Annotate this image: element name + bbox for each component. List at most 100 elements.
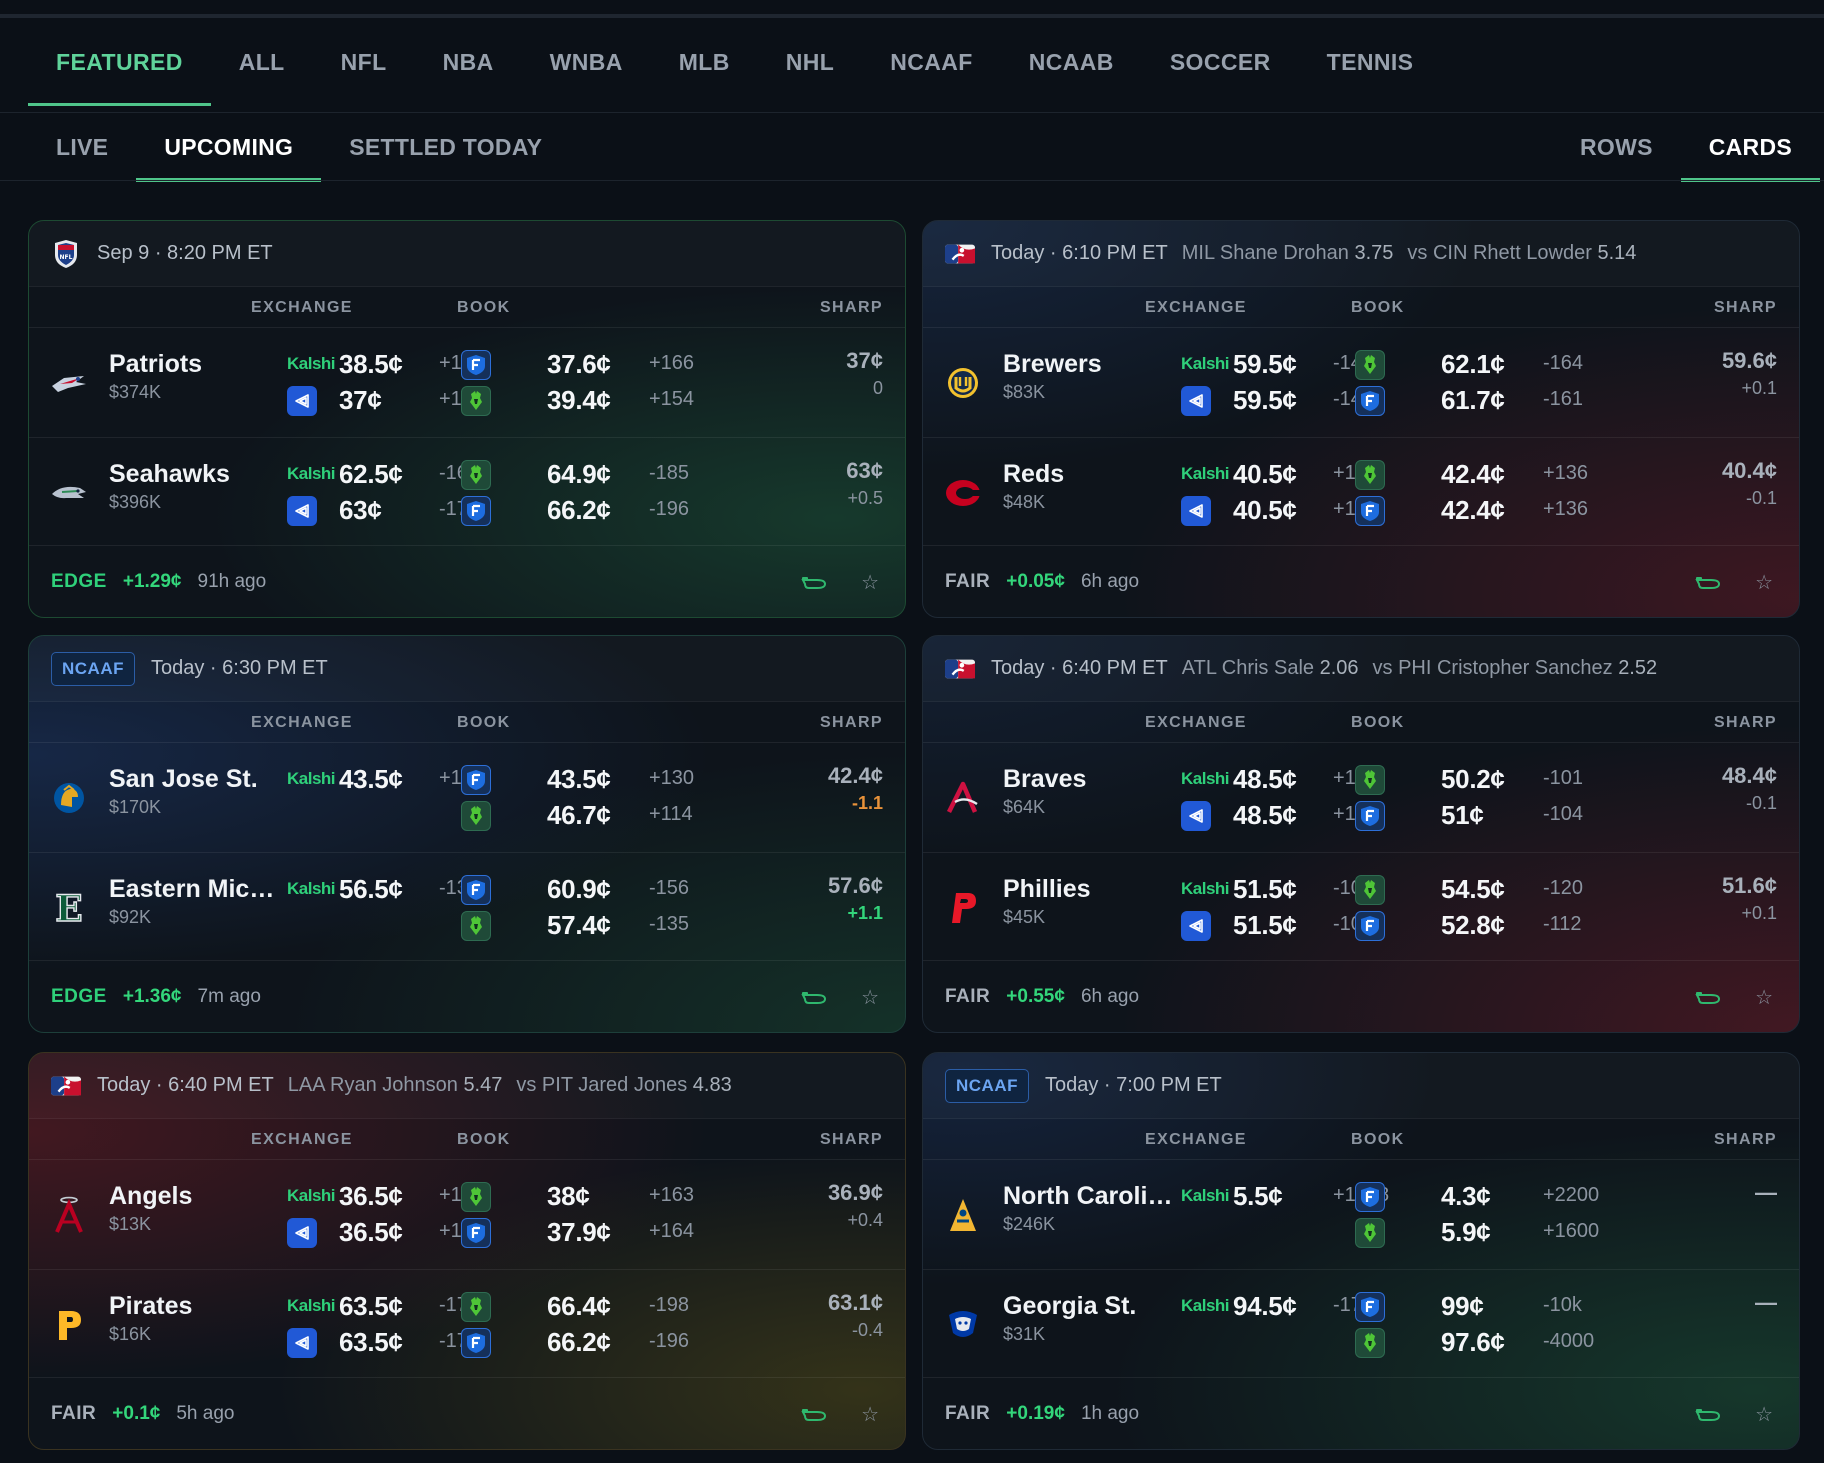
game-card: NFL Sep 9 · 8:20 PM ET EXCHANGE BOOK SHARP Pa…: [28, 220, 906, 618]
star-icon[interactable]: ☆: [861, 571, 879, 594]
book-price[interactable]: 38¢: [547, 1181, 590, 1211]
book-price[interactable]: 42.4¢: [1441, 459, 1505, 489]
kalshi-logo: Kalshi: [1181, 769, 1230, 788]
tab-ncaaf[interactable]: NCAAF: [890, 48, 973, 75]
book-price[interactable]: 39.4¢: [547, 385, 611, 415]
star-icon[interactable]: ☆: [861, 986, 879, 1009]
book-price[interactable]: 64.9¢: [547, 459, 611, 489]
exchange-price[interactable]: 37¢: [339, 385, 382, 415]
kalshi-logo: Kalshi: [1181, 464, 1230, 483]
tab-upcoming[interactable]: UPCOMING: [136, 113, 322, 182]
exchange-price[interactable]: 43.5¢: [339, 764, 403, 794]
exchange-price[interactable]: 51.5¢: [1233, 874, 1297, 904]
tab-soccer[interactable]: SOCCER: [1169, 48, 1271, 75]
book-price[interactable]: 43.5¢: [547, 764, 611, 794]
san-jose-st-logo-icon: [49, 778, 89, 818]
book-odds: -164: [1543, 352, 1584, 374]
whistle-icon[interactable]: [1695, 574, 1721, 590]
book-price[interactable]: 66.4¢: [547, 1291, 611, 1321]
exchange-price[interactable]: 94.5¢: [1233, 1291, 1297, 1321]
book-price[interactable]: 54.5¢: [1441, 874, 1505, 904]
exchange-price[interactable]: 48.5¢: [1233, 800, 1297, 830]
tab-cards[interactable]: CARDS: [1680, 113, 1821, 182]
book-price[interactable]: 46.7¢: [547, 800, 611, 830]
book-price[interactable]: 66.2¢: [547, 1327, 611, 1357]
exchange-price[interactable]: 40.5¢: [1233, 495, 1297, 525]
tab-wnba[interactable]: WNBA: [549, 48, 623, 75]
team-name: San Jose St.: [109, 765, 258, 793]
book-price[interactable]: 52.8¢: [1441, 910, 1505, 940]
whistle-icon[interactable]: [801, 574, 827, 590]
braves-logo-icon: [943, 778, 983, 818]
team-row[interactable]: Brewers $83K Kalshi 59.5¢ -147 59.5¢ -147 62.1¢…: [923, 327, 1799, 437]
exchange-price[interactable]: 40.5¢: [1233, 459, 1297, 489]
whistle-icon[interactable]: [1695, 989, 1721, 1005]
team-row[interactable]: Phillies $45K Kalshi 51.5¢ -106 51.5¢ -106 54.5…: [923, 852, 1799, 962]
book-price[interactable]: 4.3¢: [1441, 1181, 1491, 1211]
tab-mlb[interactable]: MLB: [678, 48, 730, 75]
exchange-price[interactable]: 48.5¢: [1233, 764, 1297, 794]
tab-nhl[interactable]: NHL: [785, 48, 835, 75]
tab-tennis[interactable]: TENNIS: [1326, 48, 1414, 75]
exchange-price[interactable]: 63¢: [339, 495, 382, 525]
book-price[interactable]: 5.9¢: [1441, 1217, 1491, 1247]
tab-rows[interactable]: ROWS: [1579, 133, 1653, 160]
team-row[interactable]: Seahawks $396K Kalshi 62.5¢ -167 63¢ -170 64.9¢…: [29, 437, 905, 547]
team-row[interactable]: Reds$48KKalshi40.5¢+14740.5¢+14742.4¢+13…: [923, 437, 1799, 547]
book-price[interactable]: 37.6¢: [547, 349, 611, 379]
tab-live[interactable]: LIVE: [56, 133, 109, 160]
book-price[interactable]: 61.7¢: [1441, 385, 1505, 415]
book-price[interactable]: 37.9¢: [547, 1217, 611, 1247]
exchange-price[interactable]: 38.5¢: [339, 349, 403, 379]
tab-all[interactable]: ALL: [238, 48, 285, 75]
game-time: Today · 6:10 PM ET: [991, 242, 1168, 264]
team-row[interactable]: Angels$13KKalshi36.5¢+17436.5¢+17438¢+16…: [29, 1159, 905, 1269]
star-icon[interactable]: ☆: [1755, 1403, 1773, 1426]
exchange-price[interactable]: 36.5¢: [339, 1181, 403, 1211]
book-price[interactable]: 97.6¢: [1441, 1327, 1505, 1357]
book-price[interactable]: 42.4¢: [1441, 495, 1505, 525]
book-price[interactable]: 62.1¢: [1441, 349, 1505, 379]
tab-nba[interactable]: NBA: [442, 48, 494, 75]
whistle-icon[interactable]: [801, 1406, 827, 1422]
fanduel-icon: [1355, 496, 1385, 526]
whistle-icon[interactable]: [801, 989, 827, 1005]
team-row[interactable]: Pirates $16K Kalshi 63.5¢ -174 63.5¢ -174 66.4¢…: [29, 1269, 905, 1379]
book-price[interactable]: 51¢: [1441, 800, 1484, 830]
exchange-price[interactable]: 36.5¢: [339, 1217, 403, 1247]
tab-settled-today[interactable]: SETTLED TODAY: [349, 133, 543, 160]
team-row[interactable]: Georgia St.$31KKalshi94.5¢-171899¢-10k97…: [923, 1269, 1799, 1379]
book-price[interactable]: 66.2¢: [547, 495, 611, 525]
book-price[interactable]: 99¢: [1441, 1291, 1484, 1321]
exchange-price[interactable]: 56.5¢: [339, 874, 403, 904]
exchange-price[interactable]: 51.5¢: [1233, 910, 1297, 940]
team-volume: $374K: [109, 382, 162, 402]
whistle-icon[interactable]: [1695, 1406, 1721, 1422]
team-volume: $92K: [109, 907, 152, 927]
team-row[interactable]: Braves$64KKalshi48.5¢+10648.5¢+10650.2¢-…: [923, 742, 1799, 852]
footer-actions: ☆: [1695, 1378, 1773, 1449]
exchange-price[interactable]: 59.5¢: [1233, 385, 1297, 415]
tab-featured[interactable]: FEATURED: [28, 18, 211, 106]
pitcher-era: 5.14: [1597, 242, 1637, 264]
mlb-logo-icon: [945, 657, 975, 681]
team-row[interactable]: Patriots$374KKalshi38.5¢+16037¢+17037.6¢…: [29, 327, 905, 437]
tab-nfl[interactable]: NFL: [340, 48, 387, 75]
exchange-price[interactable]: 63.5¢: [339, 1291, 403, 1321]
team-row[interactable]: San Jose St.$170KKalshi43.5¢+13043.5¢+13…: [29, 742, 905, 852]
exchange-price[interactable]: 63.5¢: [339, 1327, 403, 1357]
star-icon[interactable]: ☆: [1755, 986, 1773, 1009]
book-price[interactable]: 60.9¢: [547, 874, 611, 904]
exchange-price[interactable]: 5.5¢: [1233, 1181, 1283, 1211]
tab-ncaab[interactable]: NCAAB: [1028, 48, 1114, 75]
exchange-price[interactable]: 59.5¢: [1233, 349, 1297, 379]
footer-tag: FAIR: [945, 985, 991, 1007]
star-icon[interactable]: ☆: [861, 1403, 879, 1426]
star-icon[interactable]: ☆: [1755, 571, 1773, 594]
footer-updated: 1h ago: [1080, 1402, 1140, 1424]
exchange-price[interactable]: 62.5¢: [339, 459, 403, 489]
book-price[interactable]: 50.2¢: [1441, 764, 1505, 794]
book-price[interactable]: 57.4¢: [547, 910, 611, 940]
team-row[interactable]: North Carolina A&T$246KKalshi5.5¢+17184.…: [923, 1159, 1799, 1269]
